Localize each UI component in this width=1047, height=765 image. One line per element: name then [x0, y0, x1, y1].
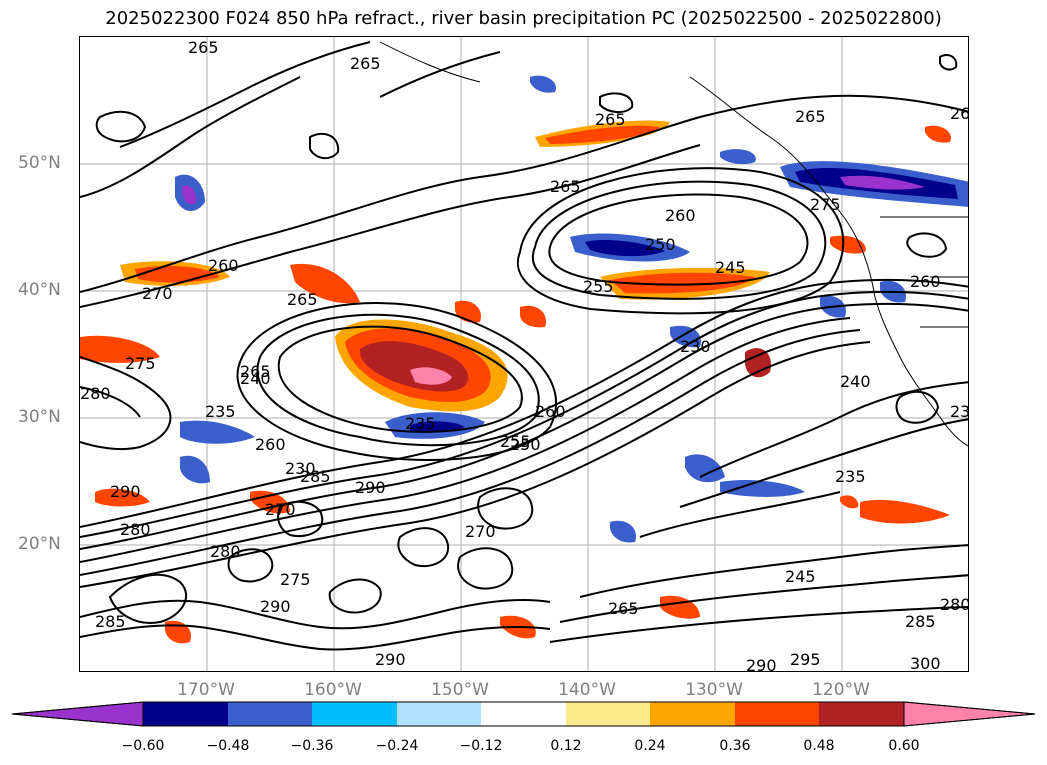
contour-label: 265: [950, 104, 969, 123]
contour-label: 265: [795, 107, 826, 126]
contour-label: 250: [645, 235, 676, 254]
contour-label: 290: [746, 656, 777, 672]
colorbar-tick: −0.60: [121, 738, 165, 754]
map-panel: 265 265 265 265 265 260 260 270 265 275 …: [79, 36, 969, 672]
contour-label: 265: [188, 38, 219, 57]
contour-label: 275: [810, 195, 841, 214]
contour-label: 295: [790, 650, 821, 669]
map-title: 2025022300 F024 850 hPa refract., river …: [105, 8, 942, 29]
colorbar-segment: [397, 702, 481, 726]
lon-label-140w: 140°W: [558, 680, 616, 700]
lon-label-120w: 120°W: [812, 680, 870, 700]
contour-label: 290: [110, 482, 141, 501]
colorbar-segment: [143, 702, 228, 726]
contour-label: 240: [240, 369, 271, 388]
contour-label: 285: [905, 612, 936, 631]
contour-label: 280: [210, 542, 241, 561]
colorbar-over-arrow: [903, 701, 1036, 727]
colorbar-tick: −0.48: [206, 738, 250, 754]
refractivity-contours: [80, 41, 968, 651]
map-canvas: 265 265 265 265 265 260 260 270 265 275 …: [80, 37, 969, 672]
precip-patches: [80, 75, 968, 644]
colorbar-tick: 0.36: [719, 738, 751, 754]
contour-label: 230: [680, 337, 711, 356]
contour-label: 280: [120, 520, 151, 539]
contour-label: 230: [285, 459, 316, 478]
contour-label: 240: [840, 372, 871, 391]
contour-label: 255: [583, 277, 614, 296]
contour-label: 260: [535, 402, 566, 421]
contour-label: 290: [375, 650, 406, 669]
contour-label: 260: [665, 206, 696, 225]
contour-label: 265: [595, 110, 626, 129]
colorbar-tick: 0.24: [634, 738, 666, 754]
lat-label-20n: 20°N: [18, 534, 61, 554]
contour-label: 285: [300, 467, 331, 486]
contour-label: 255: [500, 432, 531, 451]
lon-label-130w: 130°W: [685, 680, 743, 700]
lon-label-170w: 170°W: [177, 680, 235, 700]
lon-label-150w: 150°W: [431, 680, 489, 700]
contour-label: 245: [715, 258, 746, 277]
colorbar: [11, 701, 1036, 727]
colorbar-segment: [819, 702, 904, 726]
contour-label: 275: [280, 570, 311, 589]
colorbar-tick: 0.12: [550, 738, 582, 754]
contour-label: 285: [95, 612, 126, 631]
lon-label-160w: 160°W: [304, 680, 362, 700]
contour-label: 245: [785, 567, 816, 586]
contour-label: 260: [910, 272, 941, 291]
colorbar-segment: [228, 702, 312, 726]
contour-label: 300: [910, 654, 941, 672]
contour-label: 280: [80, 384, 111, 403]
colorbar-segment: [312, 702, 397, 726]
colorbar-tick: −0.24: [375, 738, 419, 754]
colorbar-segment: [566, 702, 650, 726]
contour-label: 260: [208, 256, 239, 275]
contour-label: 235: [205, 402, 236, 421]
colorbar-tick: 0.48: [803, 738, 835, 754]
contour-label: 235: [405, 414, 436, 433]
contour-label: 265: [287, 290, 318, 309]
colorbar-tick: −0.12: [459, 738, 503, 754]
lat-label-50n: 50°N: [18, 153, 61, 173]
contour-label: 290: [260, 597, 291, 616]
contour-label: 275: [125, 354, 156, 373]
contour-label-group: 265 265 265 265 265 260 260 270 265 275 …: [80, 38, 969, 672]
lat-label-30n: 30°N: [18, 407, 61, 427]
colorbar-tick: 0.60: [888, 738, 920, 754]
contour-label: 235: [950, 402, 969, 421]
colorbar-segment: [650, 702, 735, 726]
colorbar-under-arrow: [11, 701, 144, 727]
contour-label: 265: [608, 599, 639, 618]
contour-label: 265: [240, 362, 271, 381]
colorbar-segment: [481, 702, 566, 726]
contour-label: 265: [350, 54, 381, 73]
colorbar-segment: [735, 702, 819, 726]
coastlines: [379, 41, 968, 447]
contour-label: 270: [265, 500, 296, 519]
lat-label-40n: 40°N: [18, 280, 61, 300]
contour-label: 270: [465, 522, 496, 541]
contour-label: 235: [835, 467, 866, 486]
gridlines: [80, 37, 968, 671]
contour-label: 260: [255, 435, 286, 454]
colorbar-tick: −0.36: [290, 738, 334, 754]
contour-label: 270: [142, 284, 173, 303]
contour-label: 250: [510, 435, 541, 454]
contour-label: 265: [550, 177, 581, 196]
contour-label: 290: [355, 478, 386, 497]
contour-label: 280: [940, 595, 969, 614]
